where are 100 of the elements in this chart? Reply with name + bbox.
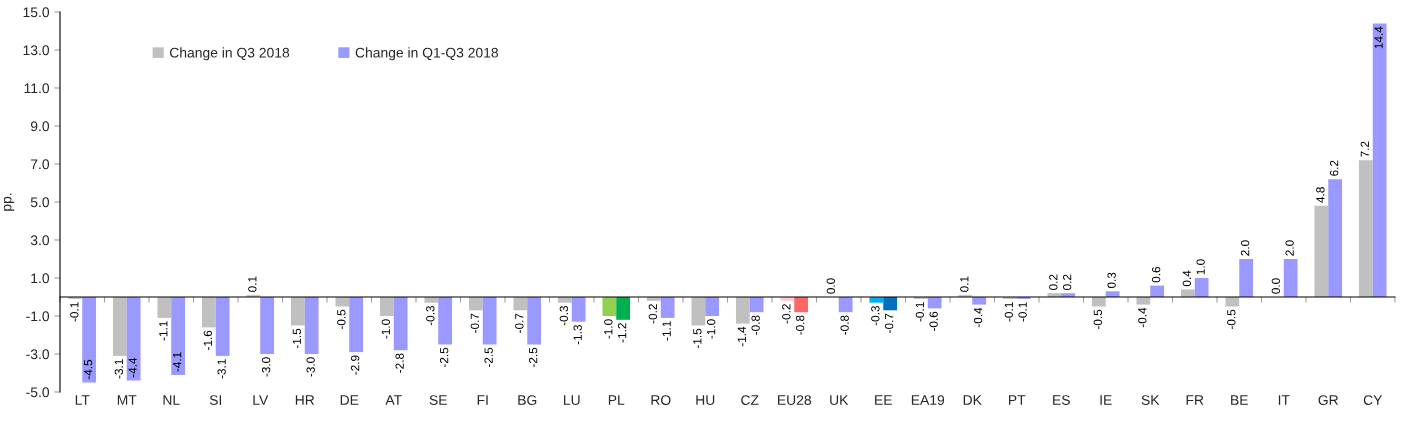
data-label: -3.0 bbox=[261, 357, 271, 377]
data-label: -0.3 bbox=[871, 305, 880, 326]
y-tick-label: 5.0 bbox=[30, 197, 50, 208]
x-tick-label: DK bbox=[963, 395, 982, 405]
data-label: -0.1 bbox=[1018, 302, 1027, 322]
x-tick-label: PL bbox=[608, 395, 625, 405]
y-axis-title: pp. bbox=[3, 193, 15, 211]
data-label: -4.4 bbox=[128, 357, 137, 378]
x-tick-label: BG bbox=[518, 395, 537, 405]
data-label: -0.1 bbox=[1004, 302, 1014, 322]
data-label: -0.3 bbox=[559, 305, 569, 326]
data-label: 0.6 bbox=[1151, 266, 1161, 283]
data-label: -0.8 bbox=[840, 315, 849, 335]
x-tick-label: LU bbox=[564, 395, 580, 405]
x-tick-label: RO bbox=[651, 395, 671, 405]
x-tick-label: DE bbox=[340, 395, 359, 405]
x-tick-label: NL bbox=[163, 395, 180, 405]
data-label: 6.2 bbox=[1329, 160, 1339, 176]
data-label: 2.0 bbox=[1285, 240, 1294, 256]
data-label: 0.2 bbox=[1062, 274, 1072, 290]
data-label: -1.4 bbox=[737, 326, 746, 347]
x-tick-label: ES bbox=[1053, 395, 1070, 405]
x-tick-label: EU28 bbox=[778, 395, 812, 405]
data-label: -2.5 bbox=[439, 347, 449, 368]
x-tick-label: UK bbox=[830, 395, 849, 405]
x-tick-label: HU bbox=[696, 395, 715, 405]
data-label: -3.1 bbox=[114, 359, 124, 379]
x-tick-label: EE bbox=[875, 395, 892, 405]
y-tick-label: 9.0 bbox=[30, 121, 50, 132]
legend-label: Change in Q3 2018 bbox=[169, 47, 290, 61]
x-tick-label: IE bbox=[1100, 395, 1112, 405]
y-tick-label: -3.0 bbox=[26, 349, 50, 360]
data-label: -2.9 bbox=[350, 355, 360, 375]
data-label: -1.0 bbox=[706, 319, 716, 339]
data-label: -1.0 bbox=[381, 319, 391, 339]
data-label: -1.6 bbox=[203, 330, 213, 350]
data-label: -1.5 bbox=[292, 328, 302, 349]
data-label: -0.2 bbox=[648, 304, 658, 324]
data-label: -1.1 bbox=[662, 321, 671, 341]
x-tick-label: HR bbox=[295, 395, 315, 405]
data-label: -2.5 bbox=[528, 347, 538, 368]
data-label: -0.5 bbox=[1093, 309, 1103, 330]
x-tick-label: BE bbox=[1231, 395, 1248, 405]
y-tick-label: 15.0 bbox=[23, 7, 50, 18]
x-tick-label: LT bbox=[75, 395, 90, 405]
y-tick-label: -5.0 bbox=[26, 387, 50, 398]
data-label: -2.8 bbox=[395, 353, 404, 373]
data-label: -1.5 bbox=[693, 328, 702, 349]
data-label: -0.5 bbox=[1227, 309, 1236, 330]
y-tick-label: -1.0 bbox=[26, 311, 50, 322]
data-label: -1.3 bbox=[573, 324, 582, 345]
data-label: -4.5 bbox=[84, 359, 93, 380]
x-tick-label: FI bbox=[477, 395, 488, 405]
y-tick-label: 7.0 bbox=[30, 159, 50, 170]
x-tick-label: MT bbox=[117, 395, 137, 405]
data-label: -0.8 bbox=[751, 315, 760, 335]
data-label: -0.8 bbox=[795, 315, 805, 335]
data-label: -0.1 bbox=[70, 302, 79, 322]
data-label: 0.0 bbox=[826, 278, 836, 294]
y-tick-label: 3.0 bbox=[30, 235, 50, 246]
data-label: -1.0 bbox=[604, 319, 613, 339]
data-label: -0.5 bbox=[337, 309, 346, 330]
data-label: -0.7 bbox=[884, 313, 894, 333]
y-tick-label: 13.0 bbox=[23, 45, 50, 56]
x-tick-label: PT bbox=[1009, 395, 1026, 405]
data-label: -0.6 bbox=[929, 311, 938, 331]
data-label: -0.1 bbox=[915, 302, 925, 322]
data-label: 4.8 bbox=[1316, 187, 1325, 203]
data-label: 0.1 bbox=[248, 276, 257, 292]
data-label: -0.4 bbox=[973, 307, 983, 328]
data-label: -0.2 bbox=[782, 304, 791, 324]
x-tick-label: SI bbox=[209, 395, 222, 405]
data-label: 1.0 bbox=[1196, 259, 1205, 275]
y-tick-label: 11.0 bbox=[24, 83, 50, 94]
x-tick-label: EA19 bbox=[911, 395, 945, 405]
data-label: -0.4 bbox=[1138, 307, 1147, 328]
x-tick-label: FR bbox=[1186, 395, 1204, 405]
data-label: 0.1 bbox=[960, 276, 969, 292]
data-label: -0.7 bbox=[470, 313, 480, 333]
data-label: 0.2 bbox=[1049, 274, 1058, 290]
y-tick-label: 1.0 bbox=[31, 273, 50, 284]
data-label: 7.2 bbox=[1360, 141, 1369, 157]
x-tick-label: CY bbox=[1363, 395, 1383, 405]
data-label: -3.0 bbox=[306, 357, 315, 377]
data-label: -0.3 bbox=[426, 305, 435, 326]
x-tick-label: SE bbox=[429, 395, 447, 405]
data-label: -1.1 bbox=[159, 321, 168, 341]
data-label: 14.4 bbox=[1374, 26, 1383, 49]
data-label: -4.1 bbox=[173, 352, 182, 372]
data-label: -0.7 bbox=[515, 313, 524, 333]
x-tick-label: IT bbox=[1278, 395, 1290, 405]
x-tick-label: LV bbox=[253, 395, 269, 405]
legend-label: Change in Q1-Q3 2018 bbox=[355, 47, 499, 61]
data-label: 0.4 bbox=[1182, 270, 1192, 287]
data-label: 0.3 bbox=[1107, 272, 1116, 289]
data-label: -3.1 bbox=[217, 359, 226, 379]
x-tick-label: CZ bbox=[741, 395, 759, 405]
data-label: -2.5 bbox=[484, 347, 493, 368]
x-tick-label: GR bbox=[1318, 395, 1339, 405]
x-tick-label: SK bbox=[1141, 395, 1160, 405]
